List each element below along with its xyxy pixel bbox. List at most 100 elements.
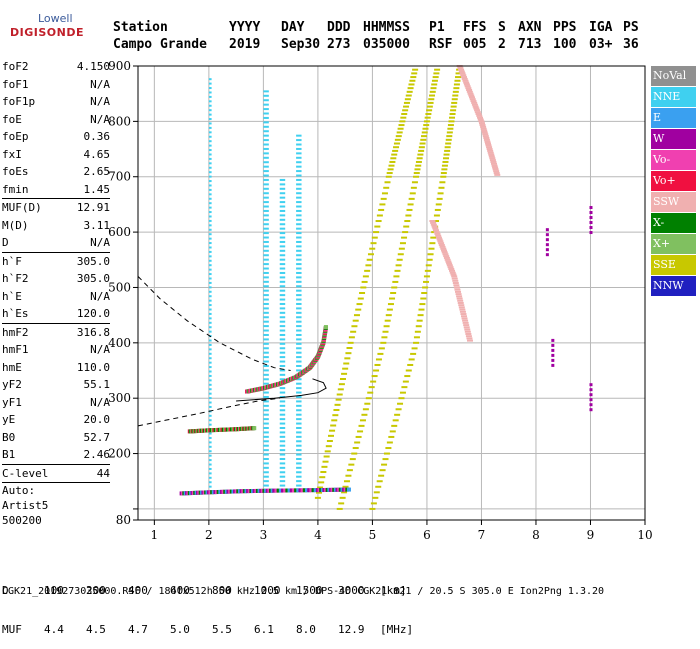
sse-echo	[381, 192, 388, 195]
ssw-echo	[432, 227, 439, 230]
sse-echo	[381, 463, 388, 466]
sse-echo	[429, 90, 436, 93]
ssw-echo	[438, 244, 445, 247]
sse-echo	[385, 175, 392, 178]
sse-echo	[434, 68, 441, 71]
sse-echo	[400, 116, 407, 119]
sse-echo	[397, 127, 404, 130]
sse-echo	[347, 341, 354, 344]
sse-echo	[431, 83, 438, 86]
echo-dot	[208, 286, 212, 289]
sse-echo	[402, 380, 409, 383]
sse-echo	[338, 502, 345, 505]
echo-dot	[263, 236, 269, 239]
x-tick-label: 1	[151, 528, 159, 542]
sse-echo	[375, 220, 382, 223]
echo-dot	[279, 378, 286, 381]
echo-dot	[208, 326, 212, 329]
x-tick-label: 9	[587, 528, 595, 542]
sse-echo	[376, 214, 383, 217]
param-row: B0 52.7	[2, 429, 110, 447]
param-value: 52.7	[83, 430, 111, 444]
ssw-echo	[430, 221, 437, 224]
param-label: foF2	[2, 60, 29, 73]
footer-table: D 100 200 400 600 800 1000 1500 3000 [km] MUF 4.4 4…	[2, 558, 413, 649]
ssw-echo	[479, 124, 486, 127]
echo-dot	[279, 444, 286, 447]
echo-dot	[208, 414, 212, 417]
echo-dot	[208, 401, 212, 404]
legend-x-: X+	[651, 234, 696, 254]
echo-dot	[263, 258, 269, 261]
w-echo	[551, 353, 555, 357]
footer-d-row: D 100 200 400 600 800 1000 1500 3000 [km]	[2, 584, 407, 597]
header-value-11: 36	[623, 37, 639, 52]
param-row: h`Es 120.0	[2, 305, 110, 323]
footer-cell: 100	[44, 584, 64, 597]
sse-echo	[418, 149, 425, 152]
echo-dot	[296, 209, 302, 212]
sse-echo	[336, 393, 343, 396]
sse-echo	[408, 197, 415, 200]
echo-dot	[296, 263, 302, 266]
sse-echo	[440, 172, 447, 175]
sse-echo	[359, 419, 366, 422]
sse-echo	[437, 192, 444, 195]
echo-dot	[296, 276, 302, 279]
ssw-echo	[460, 313, 467, 316]
header-value-0: Campo Grande	[113, 37, 207, 52]
echo-dot	[263, 156, 269, 159]
sse-echo	[375, 358, 382, 361]
echo-dot	[279, 325, 286, 328]
sse-echo	[422, 127, 429, 130]
ssw-echo	[465, 335, 472, 338]
trace-point	[289, 488, 294, 493]
echo-dot	[263, 484, 269, 487]
echo-dot	[263, 320, 269, 323]
ssw-echo	[484, 140, 491, 143]
trace-point	[311, 488, 316, 493]
echo-dot	[279, 285, 286, 288]
sse-echo	[394, 413, 401, 416]
sse-echo	[315, 491, 322, 494]
footer-cell: 600	[170, 584, 190, 597]
sse-echo	[423, 124, 430, 127]
echo-dot	[208, 206, 212, 209]
footer-cell: 4.7	[128, 623, 148, 636]
param-label: foEp	[2, 130, 29, 143]
ssw-echo	[469, 96, 476, 99]
param-value: 120.0	[76, 307, 110, 320]
echo-dot	[263, 338, 269, 341]
echo-dot	[279, 263, 286, 266]
echo-dot	[279, 245, 286, 248]
echo-dot	[263, 178, 269, 181]
echo-dot	[263, 161, 269, 164]
echo-dot	[296, 285, 302, 288]
footer-cell: 5.0	[170, 623, 190, 636]
sse-echo	[444, 149, 451, 152]
ssw-echo	[487, 149, 494, 152]
sse-echo	[410, 352, 417, 355]
sse-echo	[389, 160, 396, 163]
echo-dot	[263, 227, 269, 230]
sse-echo	[348, 336, 355, 339]
echo-dot	[208, 215, 212, 218]
ssw-echo	[490, 162, 497, 165]
echo-dot	[263, 457, 269, 460]
sse-echo	[416, 319, 423, 322]
echo-dot	[296, 347, 302, 350]
echo-dot	[296, 201, 302, 204]
ssw-echo	[462, 321, 469, 324]
sse-echo	[413, 175, 420, 178]
sse-echo	[338, 383, 345, 386]
sse-echo	[383, 452, 390, 455]
sse-echo	[438, 186, 445, 189]
sse-echo	[391, 153, 398, 156]
trace-point	[276, 488, 281, 493]
param-value: 20.0	[83, 413, 111, 426]
echo-dot	[263, 409, 269, 412]
ssw-echo	[433, 229, 440, 232]
param-label: yE	[2, 413, 16, 426]
echo-dot	[296, 413, 302, 416]
ssw-echo	[488, 155, 495, 158]
